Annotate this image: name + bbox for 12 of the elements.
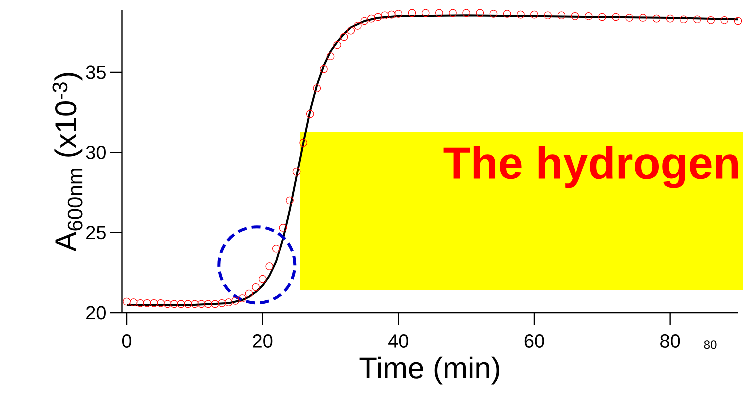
y-tick-label: 35: [86, 66, 106, 80]
y-tick-label: 20: [86, 306, 106, 320]
x-axis-title: Time (min): [360, 356, 500, 385]
y-tick-label: 30: [86, 146, 106, 160]
x-tick-label: 60: [524, 334, 544, 348]
annotation: The hydrogen: [444, 146, 738, 188]
x-tick-label: 0: [122, 334, 132, 348]
y-tick-label: 25: [86, 226, 106, 240]
x-tick-label: 40: [388, 334, 408, 348]
x-tick-label: 80: [660, 334, 680, 348]
x-tick-label: 20: [253, 334, 273, 348]
y-axis-title: A$_{600nm}$ (x10$^{-3}$): [52, 73, 83, 252]
